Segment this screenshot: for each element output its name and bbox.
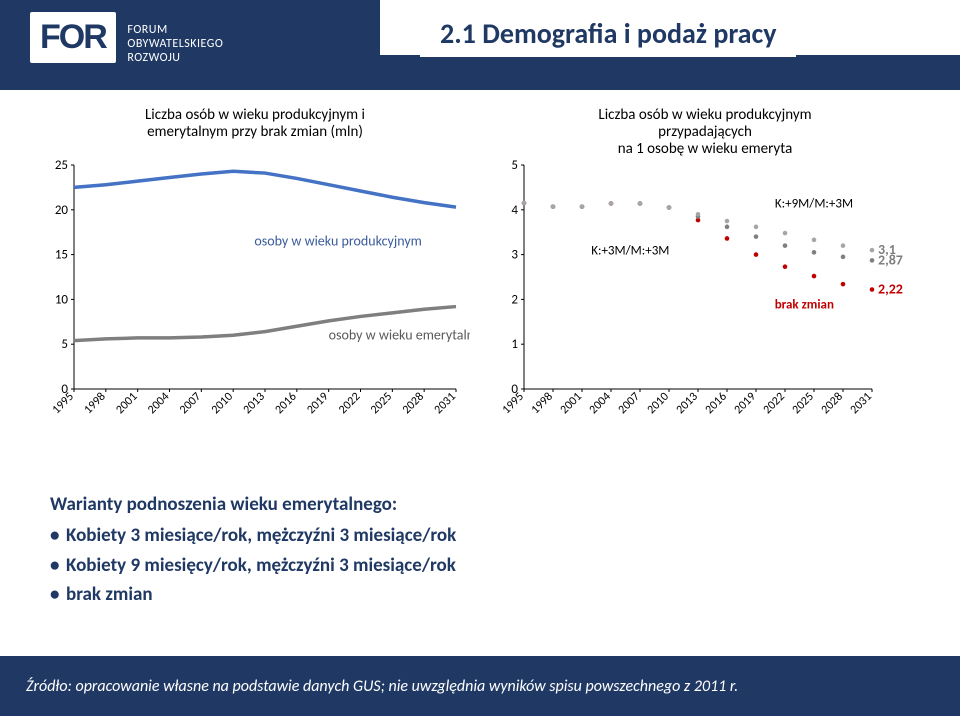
- chart-left: Liczba osób w wieku produkcyjnym iemeryt…: [40, 105, 470, 445]
- svg-text:15: 15: [55, 248, 68, 263]
- svg-text:2004: 2004: [587, 390, 614, 417]
- svg-text:przypadających: przypadających: [658, 123, 752, 141]
- chart-right: Liczba osób w wieku produkcyjnymprzypada…: [490, 105, 920, 445]
- svg-text:2025: 2025: [790, 390, 817, 417]
- variant-item: Kobiety 3 miesiące/rok, mężczyźni 3 mies…: [50, 521, 456, 550]
- svg-text:4: 4: [511, 203, 518, 218]
- svg-text:2025: 2025: [368, 390, 395, 417]
- svg-text:3,1: 3,1: [878, 241, 896, 258]
- svg-text:na 1 osobę w wieku emeryta: na 1 osobę w wieku emeryta: [618, 140, 793, 158]
- svg-text:20: 20: [55, 203, 69, 218]
- svg-text:10: 10: [55, 292, 69, 307]
- svg-text:osoby w wieku produkcyjnym: osoby w wieku produkcyjnym: [254, 233, 421, 250]
- svg-text:Liczba osób w wieku produkcyjn: Liczba osób w wieku produkcyjnym i: [145, 106, 365, 124]
- variants-list: Kobiety 3 miesiące/rok, mężczyźni 3 mies…: [50, 521, 456, 609]
- svg-text:1: 1: [511, 337, 518, 352]
- svg-text:2013: 2013: [674, 390, 701, 417]
- svg-text:2019: 2019: [304, 390, 331, 417]
- svg-text:2031: 2031: [432, 390, 459, 417]
- svg-text:2016: 2016: [703, 390, 730, 417]
- logo-line3: ROZWOJU: [127, 51, 180, 65]
- svg-text:2010: 2010: [209, 390, 236, 417]
- svg-text:1995: 1995: [500, 390, 527, 417]
- svg-text:2016: 2016: [273, 390, 300, 417]
- variants-heading: Warianty podnoszenia wieku emerytalnego:: [50, 490, 456, 519]
- svg-text:1995: 1995: [50, 390, 77, 417]
- svg-text:25: 25: [55, 158, 68, 173]
- svg-text:2019: 2019: [732, 390, 759, 417]
- svg-text:2001: 2001: [113, 390, 140, 417]
- svg-text:2022: 2022: [336, 390, 363, 417]
- svg-text:5: 5: [511, 158, 518, 173]
- svg-text:5: 5: [61, 337, 68, 352]
- svg-text:2007: 2007: [616, 390, 643, 417]
- logo-line2: OBYWATELSKIEGO: [127, 37, 223, 51]
- svg-text:2,22: 2,22: [878, 281, 903, 298]
- logo-main: FOR: [30, 12, 116, 63]
- svg-text:2022: 2022: [761, 390, 788, 417]
- chart-right-svg: Liczba osób w wieku produkcyjnymprzypada…: [490, 105, 920, 435]
- svg-text:2031: 2031: [848, 390, 875, 417]
- svg-text:K:+3M/M:+3M: K:+3M/M:+3M: [591, 244, 669, 259]
- svg-text:K:+9M/M:+3M: K:+9M/M:+3M: [775, 197, 853, 212]
- charts-container: Liczba osób w wieku produkcyjnym iemeryt…: [40, 105, 920, 445]
- svg-text:2007: 2007: [177, 390, 204, 417]
- svg-text:1998: 1998: [82, 390, 109, 417]
- svg-text:3: 3: [511, 248, 518, 263]
- svg-text:2010: 2010: [645, 390, 672, 417]
- chart-left-svg: Liczba osób w wieku produkcyjnym iemeryt…: [40, 105, 470, 435]
- svg-text:2028: 2028: [400, 390, 427, 417]
- footer-text: Źródło: opracowanie własne na podstawie …: [26, 677, 738, 696]
- svg-text:osoby w wieku emerytalnym: osoby w wieku emerytalnym: [329, 327, 470, 344]
- svg-text:Liczba osób w wieku produkcyjn: Liczba osób w wieku produkcyjnym: [598, 106, 811, 124]
- variants-block: Warianty podnoszenia wieku emerytalnego:…: [50, 490, 456, 610]
- slide-title: 2.1 Demografia i podaż pracy: [420, 10, 796, 57]
- svg-text:brak zmian: brak zmian: [775, 297, 834, 312]
- svg-text:2004: 2004: [145, 390, 172, 417]
- svg-text:emerytalnym przy brak zmian (m: emerytalnym przy brak zmian (mln): [147, 123, 363, 141]
- variant-item: Kobiety 9 miesięcy/rok, mężczyźni 3 mies…: [50, 551, 456, 580]
- logo: FOR FORUM OBYWATELSKIEGO ROZWOJU: [30, 12, 223, 66]
- logo-line1: FORUM: [127, 23, 167, 37]
- svg-text:2: 2: [511, 292, 518, 307]
- svg-text:2028: 2028: [819, 390, 846, 417]
- svg-text:2001: 2001: [558, 390, 585, 417]
- svg-text:2013: 2013: [241, 390, 268, 417]
- svg-text:1998: 1998: [529, 390, 556, 417]
- logo-subtitle: FORUM OBYWATELSKIEGO ROZWOJU: [127, 23, 223, 66]
- variant-item: brak zmian: [50, 580, 456, 609]
- footer: Źródło: opracowanie własne na podstawie …: [0, 656, 960, 716]
